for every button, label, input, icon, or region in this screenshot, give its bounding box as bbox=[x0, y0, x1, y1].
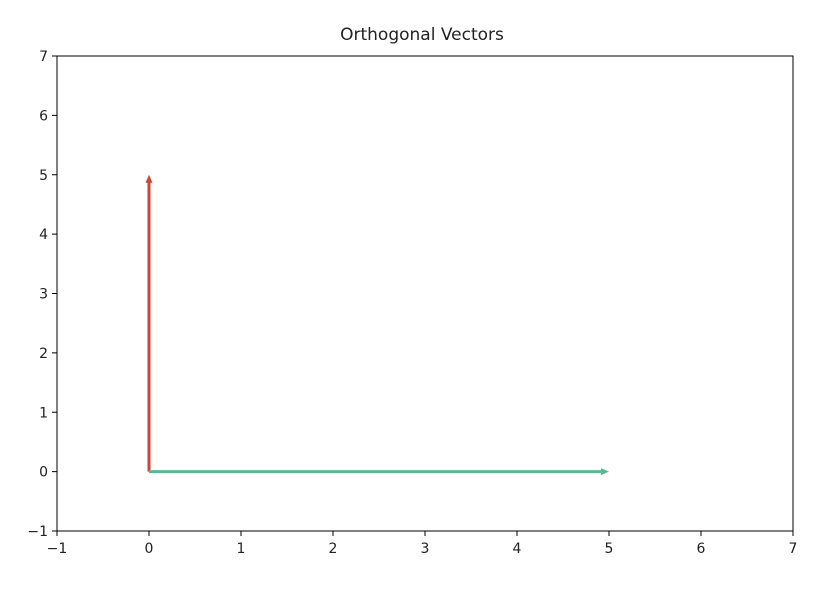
y-tick-label: 1 bbox=[39, 405, 48, 421]
chart-title: Orthogonal Vectors bbox=[340, 25, 504, 45]
x-tick-label: 2 bbox=[329, 541, 338, 557]
vector-arrow bbox=[145, 174, 153, 472]
y-tick-label: 7 bbox=[39, 49, 48, 65]
y-tick-label: 3 bbox=[39, 287, 48, 303]
plot-frame bbox=[56, 55, 794, 532]
x-tick-label: 3 bbox=[421, 541, 430, 557]
y-tick-label: 0 bbox=[39, 465, 48, 481]
y-tick-label: 6 bbox=[39, 108, 48, 124]
y-tick-label: 5 bbox=[39, 168, 48, 184]
y-tick-label: 4 bbox=[39, 227, 48, 243]
x-tick-label: −1 bbox=[47, 541, 68, 557]
x-tick-label: 1 bbox=[237, 541, 246, 557]
x-tick-label: 0 bbox=[145, 541, 154, 557]
y-tick-label: −1 bbox=[27, 524, 48, 540]
y-tick-label: 2 bbox=[39, 346, 48, 362]
vector-arrow bbox=[149, 468, 609, 476]
x-tick-label: 6 bbox=[697, 541, 706, 557]
x-tick-label: 4 bbox=[513, 541, 522, 557]
x-tick-label: 5 bbox=[605, 541, 614, 557]
x-tick-label: 7 bbox=[789, 541, 798, 557]
